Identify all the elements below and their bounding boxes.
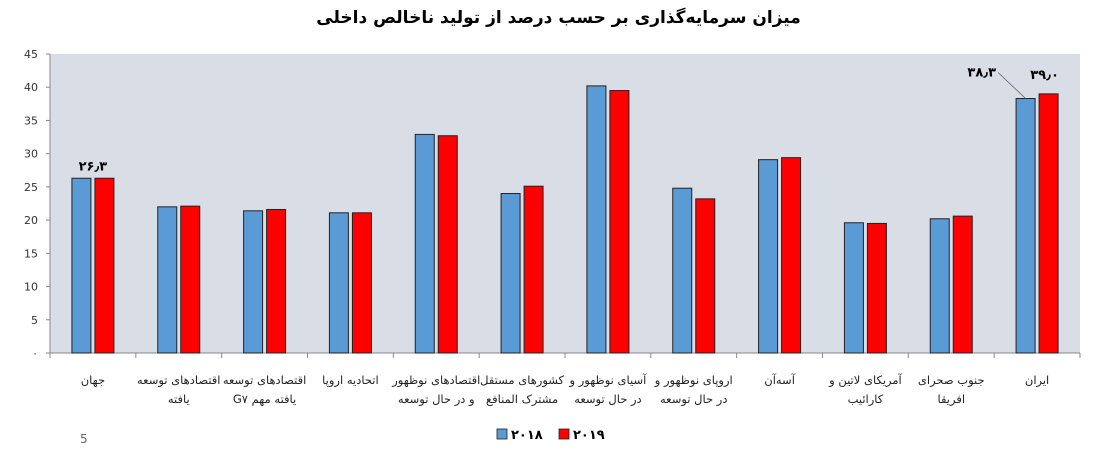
bar-series-0-cat-6 [586,85,607,354]
category-label: ایران [1025,373,1049,388]
y-tick-label: 30 [24,148,38,161]
category-label: در حال توسعه [574,392,641,407]
bar-series-0-cat-4 [414,133,435,354]
category-label: افریقا [937,392,965,407]
bar-series-0-cat-10 [929,218,950,354]
bar-series-1-cat-6 [609,90,630,354]
category-label: اقتصادهای نوظهور [391,373,480,388]
bar-series-0-cat-0 [71,177,92,354]
category-label: آسیای نوظهور و [569,373,648,388]
bar-series-1-cat-4 [437,135,458,354]
category-label: یافته مهم G۷ [233,392,296,406]
y-tick-label: ۰ [32,347,38,360]
category-label: کارائیب [848,392,884,407]
y-tick-label: 25 [24,181,38,194]
bar-series-0-cat-1 [157,206,178,354]
data-label: ۳۹٫۰ [1030,68,1059,83]
category-label: آسه‌آن [764,373,795,387]
data-label: ۲۶٫۳ [79,159,108,174]
category-label: اتحادیه اروپا [322,373,378,388]
bar-series-1-cat-8 [781,157,802,354]
y-tick-label: 35 [24,114,38,127]
category-label: و در حال توسعه [398,392,475,407]
legend-label-0: ۲۰۱۸ [511,428,543,443]
y-tick-label: 15 [24,247,38,260]
bar-series-1-cat-0 [94,177,115,354]
category-label: در حال توسعه [660,392,727,407]
bar-series-1-cat-9 [866,222,887,354]
y-tick-label: 10 [24,281,38,294]
category-label: اروپای نوظهور و [654,373,733,388]
category-label: مشترک المنافع [486,392,558,407]
bar-series-0-cat-7 [672,187,693,354]
bar-series-1-cat-7 [695,198,716,354]
category-label: جنوب صحرای [918,373,985,388]
bar-series-1-cat-2 [266,208,287,354]
bar-series-1-cat-3 [351,212,372,354]
bar-series-0-cat-8 [758,159,779,354]
y-tick-label: 5 [31,314,38,327]
category-label: اقتصادهای توسعه [137,373,220,388]
legend-swatch-1 [558,428,570,440]
bar-series-0-cat-2 [243,210,264,354]
bar-series-0-cat-9 [843,222,864,354]
bar-series-1-cat-1 [180,205,201,354]
data-label: ۳۸٫۳ [967,66,996,81]
bar-series-1-cat-10 [952,215,973,354]
page-number: 5 [80,432,88,446]
chart-title: میزان سرمایه‌گذاری بر حسب درصد از تولید … [316,8,801,28]
category-label: آمریکای لاتین و [828,373,902,388]
category-label: اقتصادهای توسعه [223,373,306,388]
y-tick-label: 45 [24,48,38,61]
legend-label-1: ۲۰۱۹ [573,428,605,443]
category-label: یافته [168,392,190,406]
data-label-leader [997,72,1026,99]
bar-series-1-cat-5 [523,185,544,354]
bar-series-1-cat-11 [1038,93,1059,354]
bar-series-0-cat-3 [328,212,349,354]
plot-area [50,54,1080,353]
y-tick-label: 20 [24,214,38,227]
category-label: جهان [81,373,105,387]
y-tick-label: 40 [24,81,38,94]
category-label: کشورهای مستقل [480,373,564,388]
bar-series-0-cat-5 [500,193,521,354]
legend-swatch-0 [496,428,508,440]
bar-series-0-cat-11 [1015,98,1036,354]
